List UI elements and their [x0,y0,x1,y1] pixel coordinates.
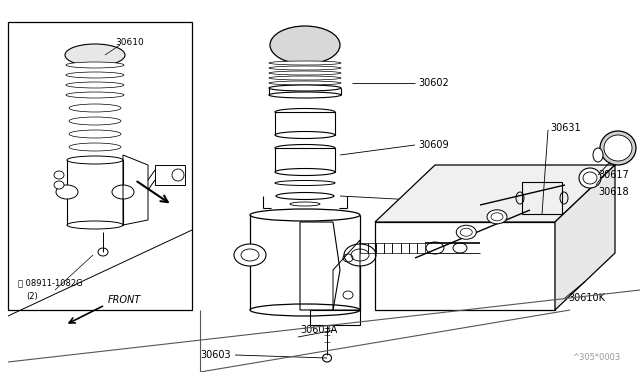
Ellipse shape [269,81,341,85]
Bar [375,222,555,310]
Bar [155,165,185,185]
Text: 30616: 30616 [418,195,449,205]
Ellipse shape [460,228,472,236]
Polygon shape [375,165,615,222]
Ellipse shape [276,192,334,199]
Bar [8,22,192,310]
Ellipse shape [275,131,335,138]
Bar [522,182,562,214]
Ellipse shape [269,85,341,91]
Ellipse shape [54,181,64,189]
Ellipse shape [67,221,123,229]
Ellipse shape [275,180,335,186]
Bar [275,148,335,172]
Ellipse shape [250,304,360,316]
Ellipse shape [241,249,259,261]
Ellipse shape [54,171,64,179]
Ellipse shape [69,104,121,112]
Ellipse shape [250,209,360,221]
Text: 30610: 30610 [115,38,144,46]
Ellipse shape [234,244,266,266]
Ellipse shape [275,169,335,176]
Ellipse shape [491,213,503,221]
Text: 30609: 30609 [418,140,449,150]
Bar [275,112,335,135]
Text: 30602: 30602 [418,78,449,88]
Ellipse shape [112,185,134,199]
Ellipse shape [487,210,507,224]
Ellipse shape [290,202,320,206]
Ellipse shape [65,44,125,66]
Ellipse shape [66,62,124,68]
Bar [417,243,425,253]
Ellipse shape [270,26,340,64]
Ellipse shape [69,117,121,125]
Ellipse shape [66,82,124,88]
Ellipse shape [600,131,636,165]
Ellipse shape [344,244,376,266]
Text: (2): (2) [26,292,38,301]
Ellipse shape [56,185,78,199]
Bar [360,243,368,253]
Ellipse shape [583,172,597,184]
Text: ^305*0003: ^305*0003 [572,353,620,362]
Text: Ⓝ 08911-1082G: Ⓝ 08911-1082G [18,279,83,288]
Ellipse shape [269,66,341,70]
Ellipse shape [66,92,124,98]
Ellipse shape [269,71,341,75]
Bar [310,310,360,325]
Bar [67,160,123,225]
Ellipse shape [66,72,124,78]
Bar [376,243,385,253]
Bar [368,243,376,253]
Ellipse shape [269,61,341,65]
Bar [401,243,409,253]
Ellipse shape [604,135,632,161]
Text: 30610K: 30610K [568,293,605,303]
Ellipse shape [275,109,335,115]
Text: 30631: 30631 [550,123,580,133]
Bar [409,243,417,253]
Text: 30618: 30618 [598,187,628,197]
Ellipse shape [351,249,369,261]
Ellipse shape [593,148,603,162]
Ellipse shape [275,144,335,151]
Ellipse shape [456,225,476,239]
Ellipse shape [69,143,121,151]
Ellipse shape [579,168,601,188]
Text: 30617: 30617 [598,170,628,180]
Text: 30603A: 30603A [300,325,337,335]
Text: 30603: 30603 [200,350,230,360]
Bar [385,243,392,253]
Polygon shape [555,165,615,310]
Ellipse shape [269,92,341,98]
Ellipse shape [269,76,341,80]
Ellipse shape [67,156,123,164]
Bar [392,243,401,253]
Ellipse shape [69,130,121,138]
Text: FRONT: FRONT [108,295,141,305]
